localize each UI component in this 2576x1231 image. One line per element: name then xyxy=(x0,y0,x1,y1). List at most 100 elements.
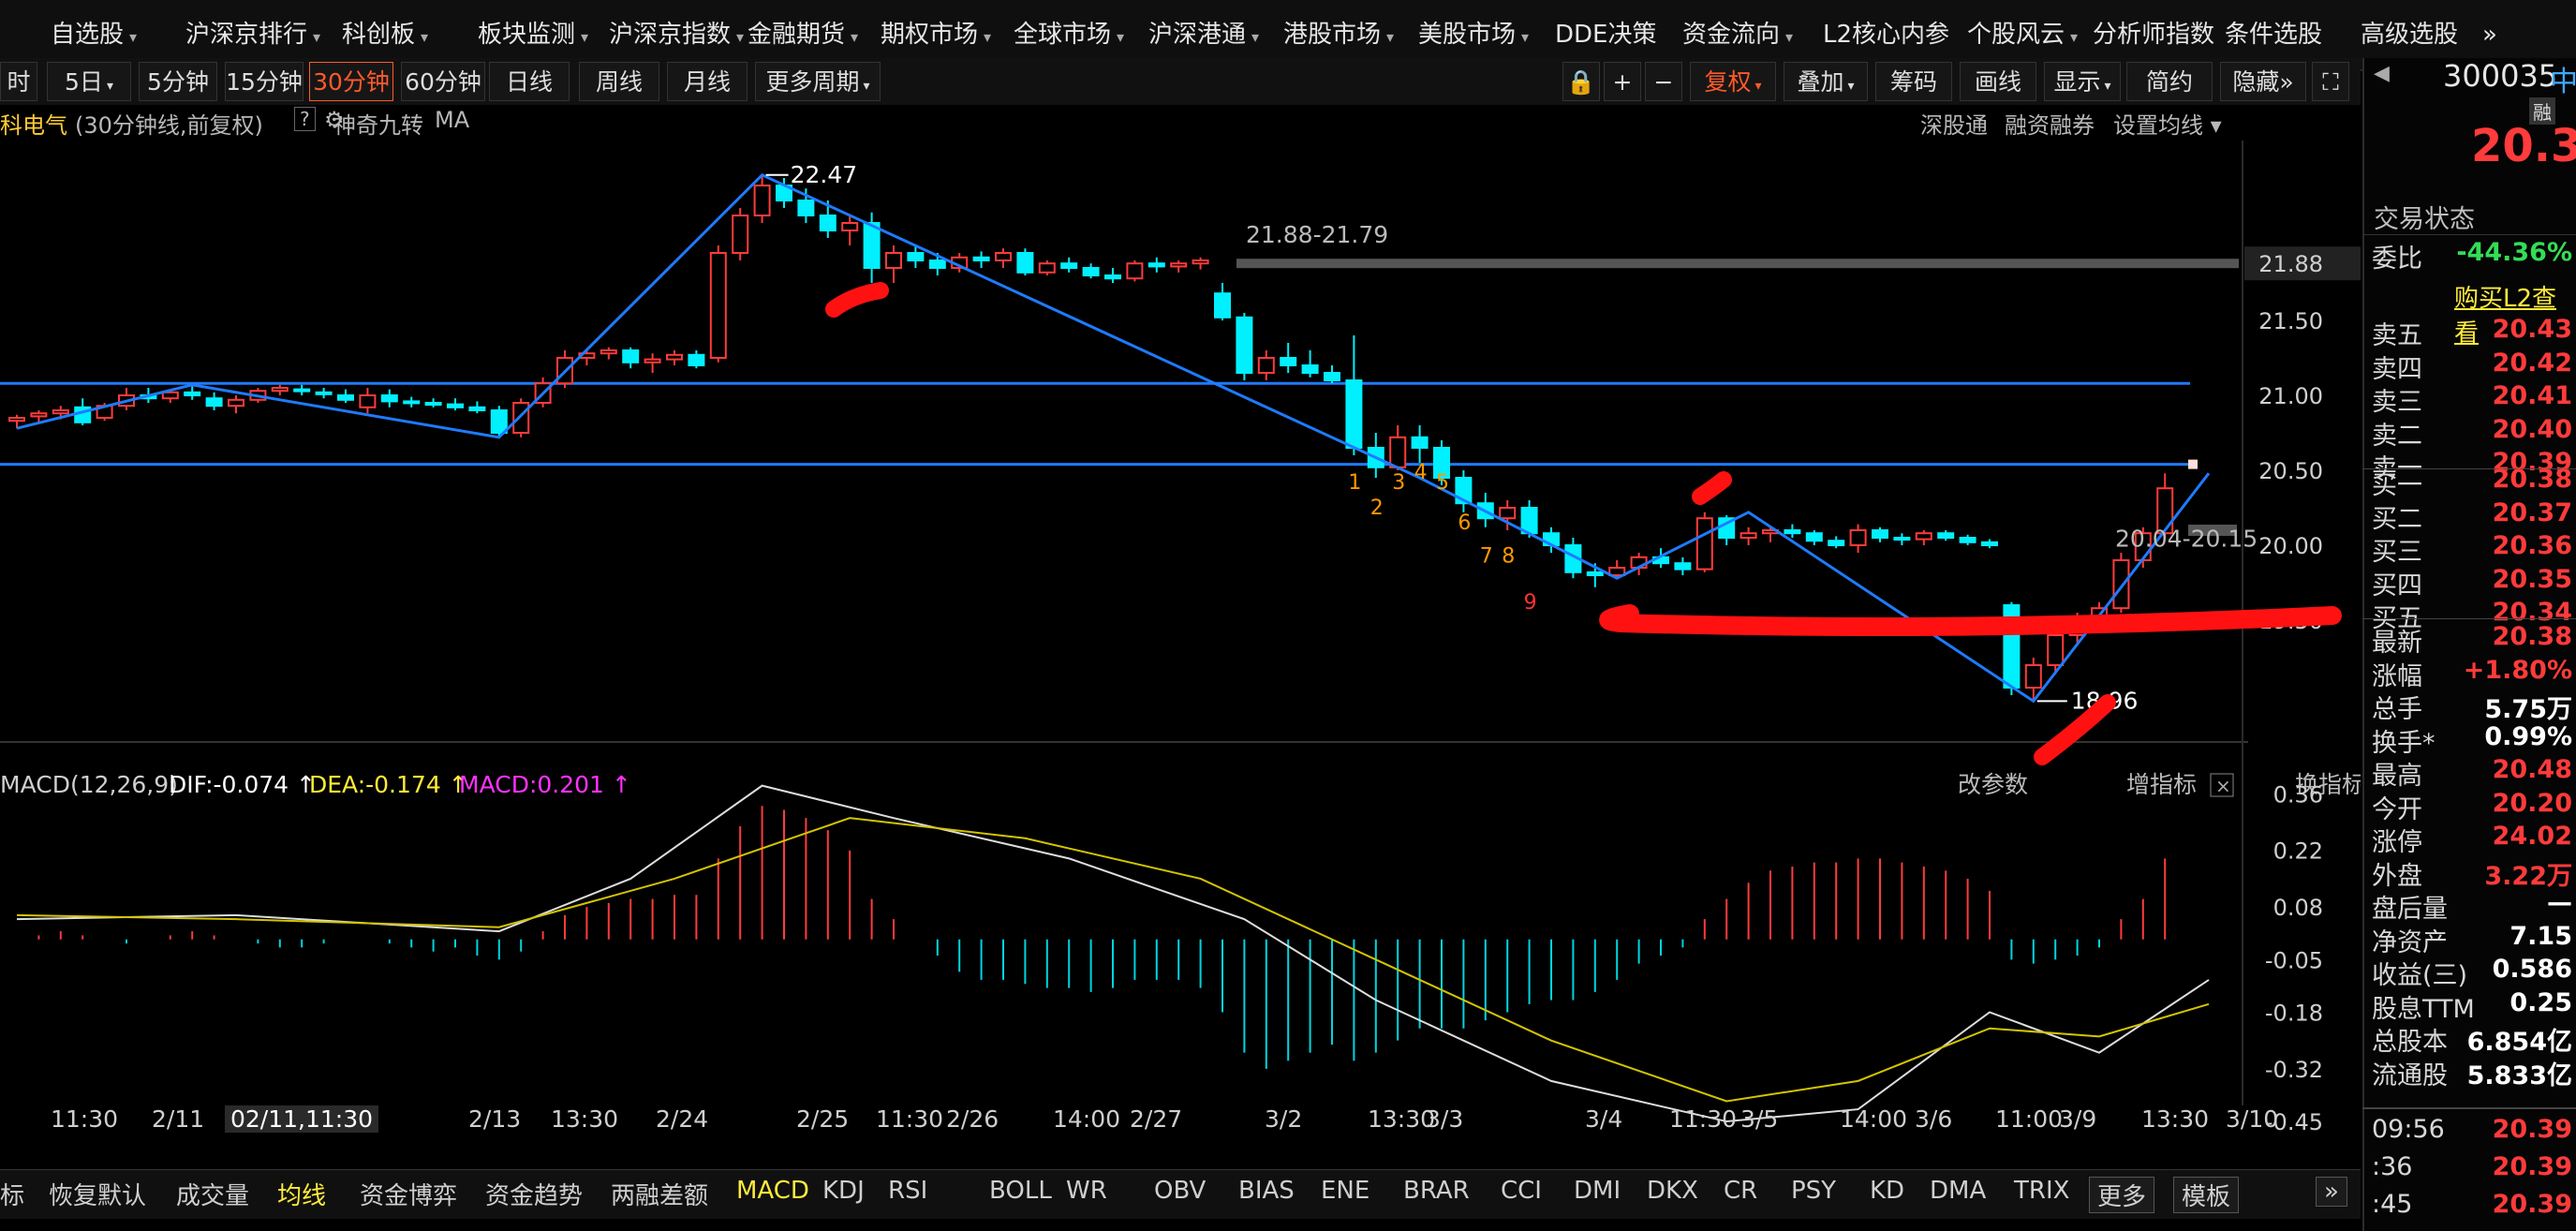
candle[interactable] xyxy=(1214,292,1231,319)
candle[interactable] xyxy=(753,185,771,216)
candle[interactable] xyxy=(1695,517,1713,571)
tool-button-7[interactable]: 显示 ▾ xyxy=(2044,62,2121,101)
macd-button-1[interactable]: 增指标 xyxy=(2126,771,2197,798)
candle[interactable] xyxy=(1586,571,1604,576)
menu-item-8[interactable]: 沪深港通 ▾ xyxy=(1148,0,1259,69)
candle[interactable] xyxy=(2047,634,2065,666)
candle[interactable] xyxy=(1981,541,1998,546)
period-button-9[interactable]: 更多周期 ▾ xyxy=(755,62,881,101)
candle[interactable] xyxy=(863,222,881,269)
candle[interactable] xyxy=(885,252,902,269)
indicator-tab-22[interactable]: DMA xyxy=(1930,1177,1987,1205)
tool-button-3[interactable]: 复权 ▾ xyxy=(1690,62,1776,101)
margin-trading-link[interactable]: 融资融券 xyxy=(2005,112,2095,139)
candle[interactable] xyxy=(2156,487,2174,535)
candle[interactable] xyxy=(52,409,69,415)
period-button-4[interactable]: 30分钟 xyxy=(309,62,393,101)
indicator-tab-5[interactable]: 资金趋势 xyxy=(485,1182,584,1210)
indicator-tab-0[interactable]: 标 xyxy=(0,1182,25,1210)
tool-button-8[interactable]: 简约 xyxy=(2126,62,2213,101)
candle[interactable] xyxy=(512,402,530,434)
indicator-tab-16[interactable]: CCI xyxy=(1501,1177,1542,1205)
indicator-tab-20[interactable]: PSY xyxy=(1791,1177,1837,1205)
menu-item-17[interactable]: 高级选股 xyxy=(2361,0,2458,69)
candle[interactable] xyxy=(797,200,815,216)
indicator-tab-14[interactable]: ENE xyxy=(1321,1177,1370,1205)
menu-item-6[interactable]: 期权市场 ▾ xyxy=(881,0,991,69)
period-button-2[interactable]: 5分钟 xyxy=(139,62,217,101)
candle[interactable] xyxy=(337,394,354,401)
candle[interactable] xyxy=(1060,262,1078,269)
candle[interactable] xyxy=(1324,372,1340,381)
zoom-out-icon[interactable]: − xyxy=(1645,62,1682,101)
indicator-tab-21[interactable]: KD xyxy=(1870,1177,1905,1205)
menu-item-12[interactable]: 资金流向 ▾ xyxy=(1682,0,1793,69)
lock-icon[interactable]: 🔒 xyxy=(1562,62,1600,101)
indicator-tab-9[interactable]: RSI xyxy=(888,1177,928,1205)
menu-item-5[interactable]: 金融期货 ▾ xyxy=(748,0,858,69)
help-button[interactable]: ? xyxy=(294,107,316,131)
period-button-6[interactable]: 日线 xyxy=(489,62,570,101)
candle[interactable] xyxy=(688,353,705,367)
candle[interactable] xyxy=(380,394,398,403)
indicator-tab-3[interactable]: 均线 xyxy=(277,1182,327,1210)
candle[interactable] xyxy=(1016,252,1034,274)
indicator-tab-23[interactable]: TRIX xyxy=(2014,1177,2070,1205)
menu-item-15[interactable]: 分析师指数 xyxy=(2093,0,2214,69)
fullscreen-icon[interactable]: ⛶ xyxy=(2312,62,2349,101)
menu-item-1[interactable]: 沪深京排行 ▾ xyxy=(185,0,320,69)
indicator-tab-4[interactable]: 资金博弈 xyxy=(360,1182,458,1210)
menu-item-11[interactable]: DDE决策 xyxy=(1555,0,1656,69)
candle[interactable] xyxy=(1959,537,1976,543)
indicator-tab-24[interactable]: 更多 xyxy=(2089,1177,2155,1213)
candle[interactable] xyxy=(666,353,683,361)
candle[interactable] xyxy=(293,388,311,393)
ma-settings-link[interactable]: 设置均线 ▾ xyxy=(2113,112,2222,139)
candle[interactable] xyxy=(732,215,749,254)
candle[interactable] xyxy=(1433,447,1450,479)
indicator-tab-12[interactable]: OBV xyxy=(1154,1177,1207,1205)
candle[interactable] xyxy=(841,222,859,231)
candle[interactable] xyxy=(228,398,244,408)
candle[interactable] xyxy=(1937,532,1955,540)
candle[interactable] xyxy=(1345,379,1363,449)
candle[interactable] xyxy=(972,256,990,262)
menu-item-13[interactable]: L2核心内参 xyxy=(1823,0,1949,69)
indicator-tab-18[interactable]: DKX xyxy=(1647,1177,1698,1205)
indicator-tab-17[interactable]: DMI xyxy=(1574,1177,1621,1205)
candle[interactable] xyxy=(907,252,925,261)
tool-button-6[interactable]: 画线 xyxy=(1960,62,2036,101)
menu-item-9[interactable]: 港股市场 ▾ xyxy=(1283,0,1394,69)
candle[interactable] xyxy=(403,400,421,405)
candle[interactable] xyxy=(359,394,377,408)
candle[interactable] xyxy=(1170,262,1188,268)
period-button-3[interactable]: 15分钟 xyxy=(225,62,303,101)
gear-icon[interactable]: ⚙ xyxy=(324,107,345,133)
menu-item-10[interactable]: 美股市场 ▾ xyxy=(1418,0,1529,69)
candle[interactable] xyxy=(205,397,223,408)
candle[interactable] xyxy=(1828,540,1845,547)
candle[interactable] xyxy=(315,391,333,395)
candle[interactable] xyxy=(622,349,640,363)
indicator-tab-2[interactable]: 成交量 xyxy=(176,1182,250,1210)
indicator-tab-11[interactable]: WR xyxy=(1066,1177,1107,1205)
indicator-tab-1[interactable]: 恢复默认 xyxy=(49,1182,147,1210)
tool-button-5[interactable]: 筹码 xyxy=(1875,62,1952,101)
macd-button-2[interactable]: 换指标 xyxy=(2295,771,2361,798)
candle[interactable] xyxy=(1192,260,1209,265)
candle[interactable] xyxy=(644,358,661,363)
indicator-tab-15[interactable]: BRAR xyxy=(1403,1177,1470,1205)
candle[interactable] xyxy=(1784,529,1801,535)
candle[interactable] xyxy=(447,403,464,408)
indicator-tab-26[interactable]: » xyxy=(2316,1177,2347,1207)
tool-button-4[interactable]: 叠加 ▾ xyxy=(1784,62,1868,101)
tool-button-9[interactable]: 隐藏» xyxy=(2220,62,2306,101)
indicator-tab-6[interactable]: 两融差额 xyxy=(611,1182,709,1210)
candle[interactable] xyxy=(600,349,617,355)
candle[interactable] xyxy=(30,412,48,418)
candle[interactable] xyxy=(1893,537,1911,541)
collapse-arrow-icon[interactable]: ◀ xyxy=(2374,62,2390,85)
indicator-ma[interactable]: MA xyxy=(435,107,470,133)
candle[interactable] xyxy=(2024,664,2042,689)
indicator-tab-8[interactable]: KDJ xyxy=(822,1177,865,1205)
